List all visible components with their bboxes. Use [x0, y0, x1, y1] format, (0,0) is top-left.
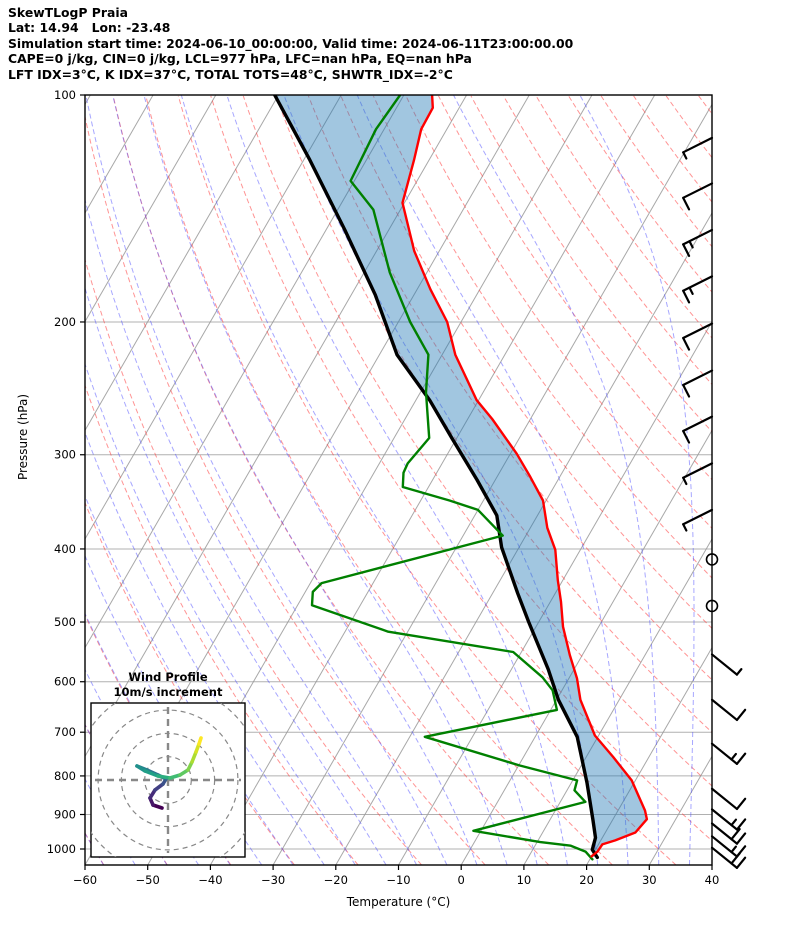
svg-text:600: 600	[54, 675, 76, 689]
dewpoint-curve	[310, 95, 594, 861]
chart-indices-line2: LFT IDX=3°C, K IDX=37°C, TOTAL TOTS=48°C…	[8, 66, 453, 82]
sounding-curves	[273, 95, 649, 861]
chart-indices-line1: CAPE=0 j/kg, CIN=0 j/kg, LCL=977 hPa, LF…	[8, 51, 472, 67]
wind-barb	[705, 599, 719, 613]
svg-text:0: 0	[458, 873, 465, 887]
wind-barb	[705, 553, 719, 566]
x-axis-label: Temperature (°C)	[346, 895, 451, 909]
svg-text:100: 100	[54, 88, 76, 102]
svg-text:500: 500	[54, 615, 76, 629]
svg-text:30: 30	[642, 873, 657, 887]
wind-barb	[710, 653, 743, 676]
wind-barb	[710, 846, 747, 869]
wind-barb	[710, 698, 747, 722]
chart-coordinates: Lat: 14.94 Lon: -23.48	[8, 20, 171, 36]
inset-title-line1: Wind Profile	[128, 670, 208, 684]
svg-text:10: 10	[517, 873, 532, 887]
svg-text:−30: −30	[261, 873, 285, 887]
wind-barb	[710, 808, 747, 831]
svg-text:20: 20	[579, 873, 594, 887]
wind-barb	[710, 742, 747, 765]
chart-times: Simulation start time: 2024-06-10_00:00:…	[8, 35, 574, 51]
wind-barb	[682, 182, 714, 211]
svg-text:800: 800	[54, 769, 76, 783]
wind-barb	[682, 275, 714, 304]
y-axis-label: Pressure (hPa)	[16, 394, 30, 480]
wind-barb	[682, 228, 714, 258]
wind-barb	[682, 462, 714, 486]
svg-text:−40: −40	[198, 873, 222, 887]
wind-barb	[710, 822, 747, 845]
svg-text:−50: −50	[136, 873, 160, 887]
wind-barb	[682, 369, 714, 398]
parcel-profile-curve	[273, 95, 599, 860]
svg-text:−60: −60	[73, 873, 97, 887]
svg-text:900: 900	[54, 807, 76, 821]
wind-barb	[682, 508, 714, 532]
chart-header: SkewTLogP Praia Lat: 14.94 Lon: -23.48 S…	[8, 5, 573, 82]
svg-text:700: 700	[54, 725, 76, 739]
svg-text:−10: −10	[386, 873, 410, 887]
wind-barb	[710, 787, 747, 811]
svg-text:200: 200	[54, 315, 76, 329]
svg-text:300: 300	[54, 448, 76, 462]
inset-title-line2: 10m/s increment	[114, 685, 223, 699]
svg-text:1000: 1000	[47, 842, 76, 856]
wind-barb	[682, 136, 714, 160]
temperature-curve	[401, 95, 649, 858]
cin-shaded-area	[274, 95, 647, 858]
wind-barb	[682, 322, 714, 351]
svg-text:40: 40	[705, 873, 720, 887]
chart-title: SkewTLogP Praia	[8, 5, 128, 20]
svg-text:400: 400	[54, 542, 76, 556]
svg-text:−20: −20	[324, 873, 348, 887]
wind-barb	[682, 415, 714, 444]
wind-barbs	[682, 136, 747, 869]
hodograph-trace	[135, 736, 203, 810]
